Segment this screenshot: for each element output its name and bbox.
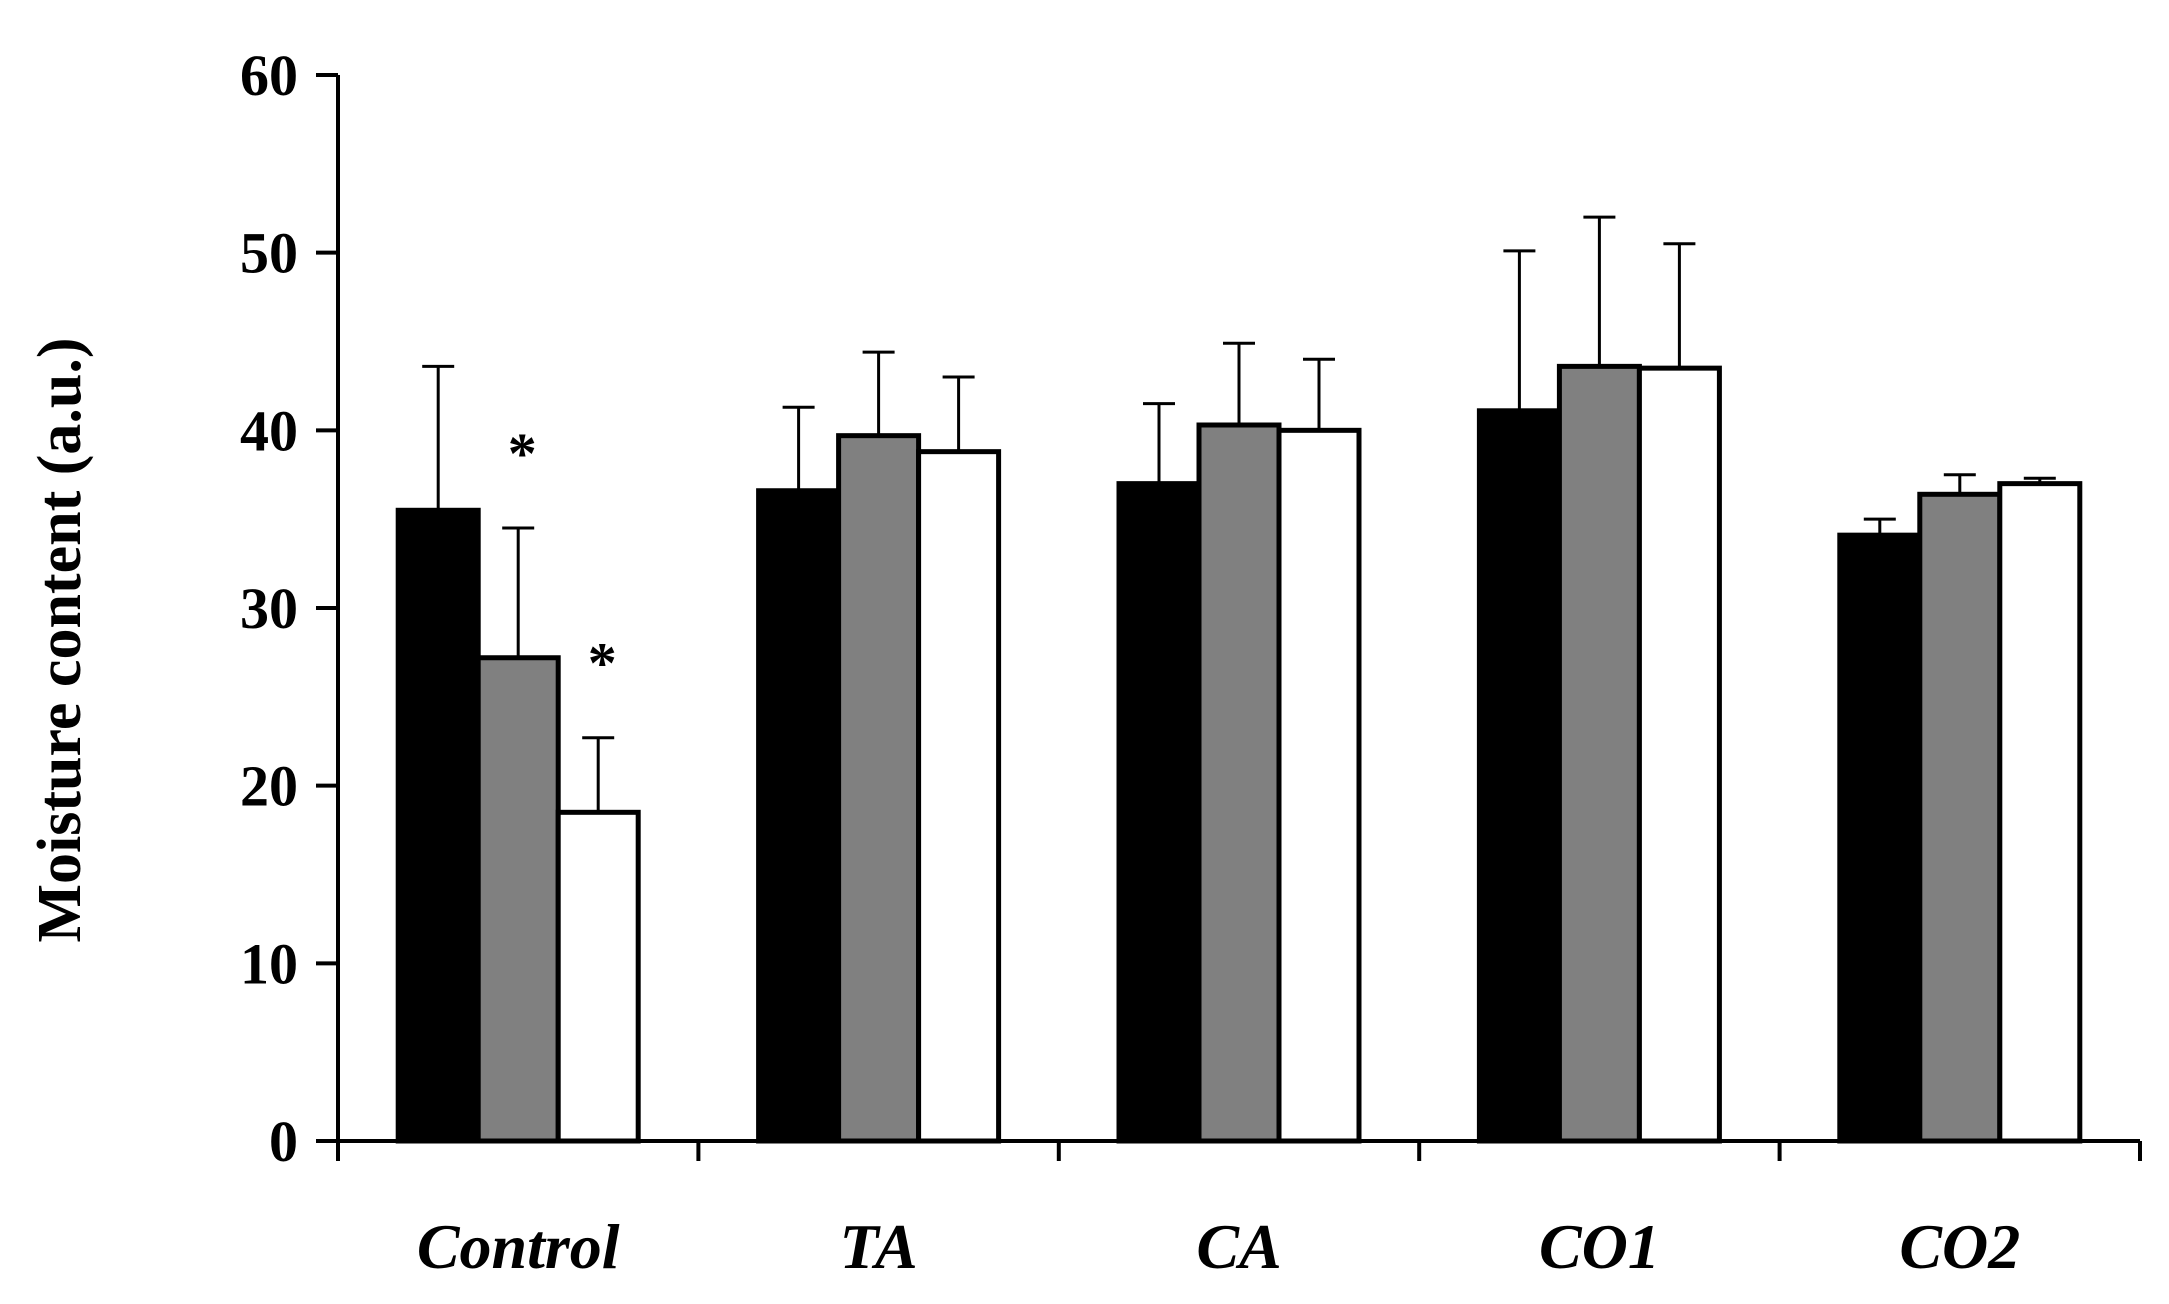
bar	[916, 449, 1002, 1144]
bar	[1196, 422, 1282, 1144]
significance-marker: *	[588, 631, 617, 696]
x-category-label: TA	[839, 1211, 917, 1282]
bar	[1837, 532, 1923, 1144]
y-axis-title: Moisture content (a.u.)	[26, 338, 94, 943]
plot-area: 0 10 20 30 40 50 60 Control TA CA CO1 CO2 * *	[240, 43, 2142, 1282]
y-tick-label: 40	[240, 398, 298, 463]
y-tick-label: 60	[240, 43, 298, 108]
y-tick-label: 30	[240, 576, 298, 641]
bar	[836, 433, 922, 1144]
bar	[1116, 481, 1202, 1144]
bar	[1476, 408, 1562, 1144]
y-tick-label: 10	[240, 931, 298, 996]
x-category-label: Control	[417, 1211, 620, 1282]
bar	[1917, 491, 2003, 1144]
bar	[1997, 481, 2083, 1144]
bar	[1636, 365, 1722, 1144]
y-tick-label: 50	[240, 221, 298, 286]
x-category-label: CO1	[1539, 1211, 1660, 1282]
bar	[1276, 427, 1362, 1144]
bar	[1556, 363, 1642, 1144]
bar	[756, 488, 842, 1144]
y-tick-label: 0	[269, 1109, 298, 1174]
bar	[395, 507, 481, 1144]
x-category-label: CO2	[1899, 1211, 2020, 1282]
bar	[475, 655, 561, 1144]
x-category-label: CA	[1196, 1211, 1281, 1282]
y-tick-label: 20	[240, 754, 298, 819]
bar	[555, 809, 641, 1144]
significance-marker: *	[508, 421, 537, 486]
